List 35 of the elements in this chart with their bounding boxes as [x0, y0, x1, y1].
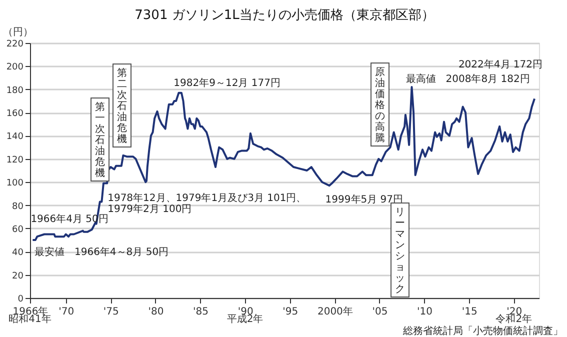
- chart-title: 7301 ガソリン1L当たりの小売価格（東京都区部）: [134, 8, 434, 23]
- x-tick-label: '10: [417, 306, 433, 318]
- y-axis-title: （円）: [3, 27, 33, 38]
- y-tick-label: 220: [6, 40, 24, 50]
- annotation: 第一次石油危機: [95, 101, 105, 179]
- y-tick-label: 0: [18, 294, 24, 304]
- annotation: 1982年9～12月 177円: [174, 76, 280, 89]
- annotation: リーマンショック: [395, 207, 405, 295]
- x-tick-label: '80: [148, 306, 164, 318]
- annotation: 2022年4月 172円: [458, 58, 543, 71]
- x-tick-label: '75: [103, 306, 119, 318]
- x-tick-label: '05: [372, 306, 388, 318]
- text: 平成2年: [226, 313, 264, 325]
- x-tick-label: '85: [193, 306, 209, 318]
- text: 総務省統計局「小売物価統計調査」: [402, 325, 563, 337]
- annotation: 最高値 2008年8月 182円: [406, 73, 530, 86]
- y-tick-label: 180: [6, 86, 24, 96]
- y-tick-label: 100: [6, 178, 24, 189]
- line-series: [32, 86, 536, 242]
- y-tick-label: 20: [12, 271, 24, 282]
- y-tick-label: 160: [6, 109, 24, 120]
- annotation: 原油価格の高騰: [374, 67, 385, 144]
- annotation: 最安値 1966年4～8月 50円: [34, 246, 169, 258]
- annotation: 1978年12月、1979年1月及び3月 101円、 1979年2月 100円: [108, 192, 306, 216]
- x-tick-label: 2000年: [317, 306, 353, 318]
- annotation: 第二次石油危機: [117, 67, 127, 145]
- y-tick-label: 140: [6, 132, 24, 142]
- y-tick-label: 80: [12, 202, 24, 212]
- x-tick-label: '15: [462, 306, 478, 318]
- y-tick-label: 120: [6, 155, 24, 166]
- x-tick-label: '70: [58, 306, 74, 318]
- y-tick-label: 200: [6, 62, 24, 73]
- y-tick-label: 40: [12, 248, 24, 258]
- y-tick-label: 60: [12, 224, 24, 235]
- x-tick-label: '95: [282, 306, 298, 318]
